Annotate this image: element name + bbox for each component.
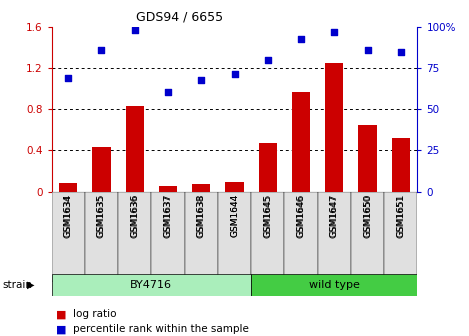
Text: GSM1635: GSM1635 bbox=[97, 194, 106, 238]
Point bbox=[164, 89, 172, 94]
Bar bbox=[151, 192, 185, 282]
Bar bbox=[351, 192, 384, 282]
Bar bbox=[52, 192, 85, 282]
Text: GSM1645: GSM1645 bbox=[263, 193, 272, 237]
Bar bbox=[284, 192, 318, 282]
Text: GSM1638: GSM1638 bbox=[197, 194, 206, 238]
Point bbox=[364, 47, 371, 52]
Text: wild type: wild type bbox=[309, 280, 360, 290]
Text: GSM1650: GSM1650 bbox=[363, 193, 372, 237]
Text: GSM1651: GSM1651 bbox=[396, 193, 405, 237]
Text: GSM1646: GSM1646 bbox=[296, 193, 305, 237]
Bar bbox=[159, 186, 177, 192]
Bar bbox=[192, 184, 211, 192]
Bar bbox=[59, 183, 77, 192]
Text: GSM1644: GSM1644 bbox=[230, 194, 239, 238]
Point bbox=[331, 29, 338, 35]
Text: ■: ■ bbox=[56, 309, 67, 319]
Text: GDS94 / 6655: GDS94 / 6655 bbox=[136, 10, 223, 23]
Bar bbox=[85, 192, 118, 282]
Text: GSM1635: GSM1635 bbox=[97, 193, 106, 237]
Bar bbox=[292, 92, 310, 192]
Bar bbox=[325, 63, 343, 192]
Text: GSM1645: GSM1645 bbox=[263, 194, 272, 238]
Bar bbox=[118, 192, 151, 282]
Point bbox=[64, 76, 72, 81]
Bar bbox=[318, 192, 351, 282]
Bar bbox=[392, 138, 410, 192]
Text: GSM1638: GSM1638 bbox=[197, 193, 206, 237]
Point bbox=[264, 57, 272, 62]
Text: GSM1651: GSM1651 bbox=[396, 194, 405, 238]
Text: ■: ■ bbox=[56, 324, 67, 334]
Text: BY4716: BY4716 bbox=[130, 280, 173, 290]
Bar bbox=[126, 106, 144, 192]
Text: GSM1650: GSM1650 bbox=[363, 194, 372, 238]
Text: GSM1636: GSM1636 bbox=[130, 194, 139, 238]
Text: GSM1637: GSM1637 bbox=[164, 193, 173, 237]
Point bbox=[131, 27, 138, 33]
Text: GSM1634: GSM1634 bbox=[64, 193, 73, 237]
Text: GSM1646: GSM1646 bbox=[296, 194, 305, 238]
Text: GSM1634: GSM1634 bbox=[64, 194, 73, 238]
Bar bbox=[225, 182, 244, 192]
Point bbox=[98, 47, 105, 52]
Text: strain: strain bbox=[2, 280, 32, 290]
Bar bbox=[218, 192, 251, 282]
Text: ▶: ▶ bbox=[27, 280, 35, 290]
Bar bbox=[258, 143, 277, 192]
Point bbox=[197, 78, 205, 83]
Text: GSM1636: GSM1636 bbox=[130, 193, 139, 237]
Bar bbox=[251, 274, 417, 296]
Point bbox=[397, 49, 405, 54]
Bar bbox=[92, 147, 111, 192]
Bar bbox=[52, 274, 251, 296]
Text: GSM1637: GSM1637 bbox=[164, 194, 173, 238]
Bar bbox=[384, 192, 417, 282]
Text: GSM1644: GSM1644 bbox=[230, 193, 239, 237]
Text: GSM1647: GSM1647 bbox=[330, 193, 339, 237]
Point bbox=[297, 37, 305, 42]
Text: GSM1647: GSM1647 bbox=[330, 194, 339, 238]
Bar bbox=[251, 192, 284, 282]
Text: log ratio: log ratio bbox=[73, 309, 116, 319]
Bar bbox=[358, 125, 377, 192]
Bar bbox=[185, 192, 218, 282]
Point bbox=[231, 72, 238, 77]
Text: percentile rank within the sample: percentile rank within the sample bbox=[73, 324, 249, 334]
